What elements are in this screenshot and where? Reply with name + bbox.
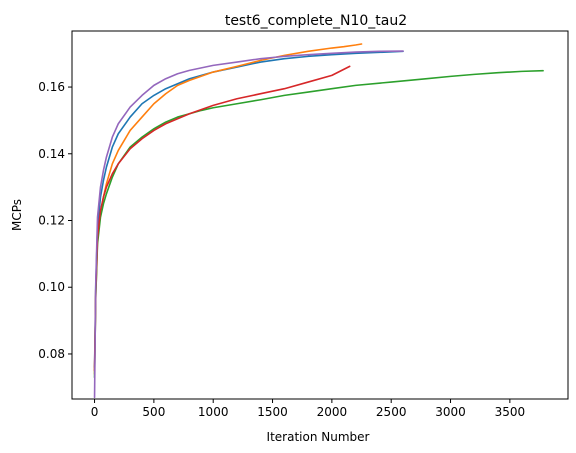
series-line-4: [93, 65, 351, 372]
x-tick-label: 1000: [198, 405, 229, 419]
y-axis-label: MCPs: [10, 199, 24, 231]
x-tick-label: 3500: [495, 405, 526, 419]
plot-area: [71, 30, 569, 400]
y-tick-label: 0.10: [38, 280, 65, 294]
series-layer: [93, 43, 544, 399]
x-tick-label: 0: [91, 405, 99, 419]
x-tick-label: 1500: [257, 405, 288, 419]
series-line-1: [93, 50, 404, 369]
y-tick-label: 0.14: [38, 147, 65, 161]
x-tick-label: 3000: [435, 405, 466, 419]
x-tick-label: 2000: [317, 405, 348, 419]
y-tick-label: 0.08: [38, 347, 65, 361]
chart-title: test6_complete_N10_tau2: [225, 13, 407, 29]
x-tick-label: 500: [142, 405, 165, 419]
y-axis-ticks: 0.08 0.10 0.12 0.14 0.16: [38, 80, 72, 361]
y-tick-label: 0.12: [38, 214, 65, 228]
y-tick-label: 0.16: [38, 80, 65, 94]
series-line-5: [93, 50, 404, 399]
x-axis-ticks: 0 500 1000 1500 2000 2500 3000 3500: [91, 399, 525, 419]
x-tick-label: 2500: [376, 405, 407, 419]
x-axis-label: Iteration Number: [267, 430, 370, 444]
plot-frame: [71, 30, 569, 400]
